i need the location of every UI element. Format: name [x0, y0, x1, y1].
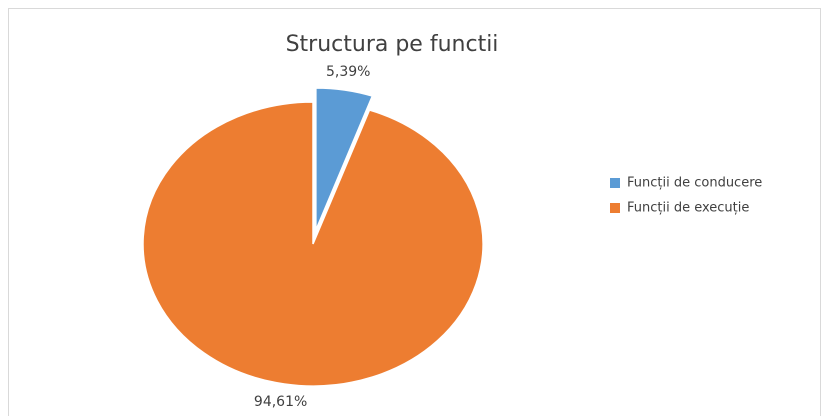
data-label: 5,39% [326, 64, 370, 80]
legend-label: Funcții de execuție [627, 201, 749, 216]
chart-title: Structura pe functii [286, 32, 499, 57]
legend-swatch [610, 178, 620, 188]
legend-label: Funcții de conducere [627, 176, 762, 191]
legend-swatch [610, 203, 620, 213]
pie-slice [315, 87, 374, 231]
data-label: 94,61% [254, 394, 307, 410]
pie-slice [142, 101, 484, 387]
